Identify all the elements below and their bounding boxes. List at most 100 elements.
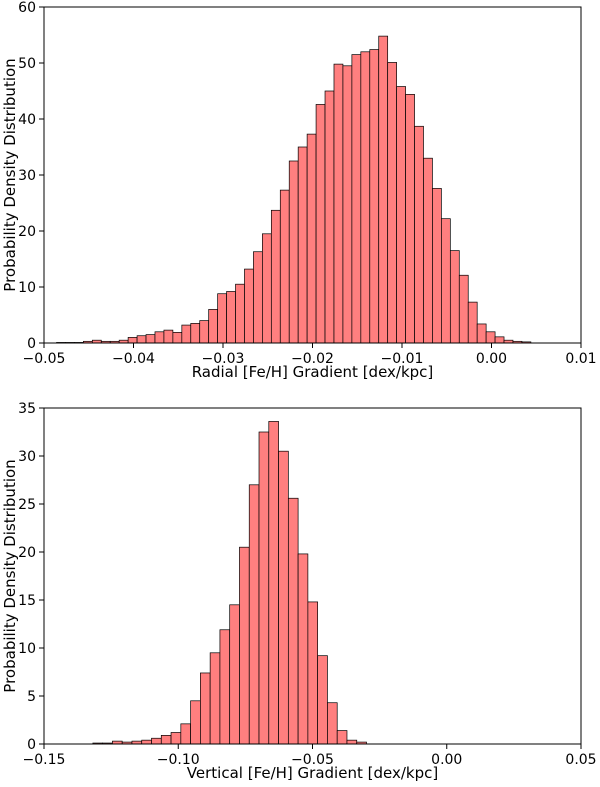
radial-bar xyxy=(405,94,415,344)
radial-bar xyxy=(333,63,344,344)
vertical-bar xyxy=(346,739,358,745)
vertical-y-tick-label: 25 xyxy=(18,497,36,513)
vertical-bar xyxy=(278,450,289,745)
vertical-x-axis-label: Vertical [Fe/H] Gradient [dex/kpc] xyxy=(187,764,438,782)
vertical-bar xyxy=(287,497,299,745)
vertical-bar xyxy=(268,421,279,745)
vertical-bar xyxy=(317,655,328,745)
vertical-x-tick-label: −0.15 xyxy=(23,752,66,768)
vertical-x-tick-label: −0.05 xyxy=(291,752,334,768)
radial-bar xyxy=(297,146,308,344)
radial-y-tick-label: 30 xyxy=(18,168,36,184)
radial-x-tick-label: −0.01 xyxy=(381,351,424,367)
vertical-bars xyxy=(92,421,367,745)
vertical-y-tick-label: 10 xyxy=(18,641,36,657)
radial-y-tick-label: 40 xyxy=(18,112,36,128)
radial-y-tick-label: 50 xyxy=(18,56,36,72)
vertical-bar xyxy=(219,629,231,745)
radial-x-tick-label: −0.03 xyxy=(202,351,245,367)
radial-bar xyxy=(396,86,406,344)
radial-bar xyxy=(181,324,192,344)
radial-y-tick-label: 60 xyxy=(18,0,36,16)
vertical-bar xyxy=(258,431,270,745)
radial-bar xyxy=(235,283,245,344)
radial-y-tick-label: 20 xyxy=(18,224,36,240)
radial-bar xyxy=(423,157,433,344)
radial-bar xyxy=(449,250,460,344)
radial-bar xyxy=(360,51,371,344)
vertical-y-tick-label: 0 xyxy=(27,737,36,753)
radial-bar xyxy=(369,49,380,344)
radial-y-tick-label: 10 xyxy=(18,280,36,296)
vertical-x-tick-label: −0.10 xyxy=(157,752,200,768)
radial-bar xyxy=(315,104,326,344)
radial-bar xyxy=(145,334,156,344)
vertical-bar xyxy=(209,652,221,745)
radial-bar xyxy=(172,332,183,344)
radial-bar xyxy=(378,35,389,344)
vertical-bar xyxy=(248,484,260,745)
radial-bar xyxy=(190,323,201,344)
radial-histogram-panel: −0.05 −0.04 −0.03 −0.02 −0.01 0.00 0.01 0 10 20 30… xyxy=(1,0,597,381)
radial-bar xyxy=(467,301,478,344)
vertical-y-tick-label: 20 xyxy=(18,545,36,561)
radial-x-tick-label: −0.02 xyxy=(291,351,334,367)
radial-bar xyxy=(208,309,218,344)
radial-bar xyxy=(432,188,442,344)
radial-x-tick-label: −0.04 xyxy=(112,351,155,367)
vertical-x-tick-label: 0.05 xyxy=(565,752,596,768)
radial-bar xyxy=(226,291,236,344)
radial-bar xyxy=(494,336,505,344)
radial-bar xyxy=(199,320,210,344)
vertical-bar xyxy=(170,732,182,745)
vertical-bar xyxy=(160,735,172,745)
vertical-y-tick-label: 30 xyxy=(18,449,36,465)
radial-bar xyxy=(270,209,281,344)
radial-bar xyxy=(279,189,290,344)
radial-bar xyxy=(136,335,147,344)
vertical-y-tick-label: 5 xyxy=(27,689,36,705)
radial-bar xyxy=(458,274,469,344)
vertical-bar xyxy=(200,672,211,745)
radial-bar xyxy=(342,65,353,344)
vertical-histogram-panel: −0.15 −0.10 −0.05 0.00 0.05 0 5 10 15 20 25 30 35 Ver… xyxy=(1,401,597,782)
vertical-bar xyxy=(297,553,309,745)
radial-bar xyxy=(288,160,299,344)
radial-x-tick-label: 0.00 xyxy=(476,351,507,367)
radial-y-axis-label: Probability Density Distribution xyxy=(1,58,19,291)
radial-x-tick-label: 0.01 xyxy=(565,351,596,367)
radial-y-tick-label: 0 xyxy=(27,336,36,352)
radial-x-tick-label: −0.05 xyxy=(23,351,66,367)
radial-bar xyxy=(324,90,335,344)
radial-bar xyxy=(253,251,263,344)
vertical-bar xyxy=(141,739,152,745)
vertical-y-tick-label: 35 xyxy=(18,401,36,417)
radial-x-axis-label: Radial [Fe/H] Gradient [dex/kpc] xyxy=(192,363,434,381)
radial-bar xyxy=(306,133,317,344)
vertical-bar xyxy=(180,723,191,745)
radial-bar xyxy=(476,323,487,344)
vertical-bar xyxy=(239,546,250,745)
radial-bar xyxy=(154,331,165,344)
vertical-y-tick-label: 15 xyxy=(18,593,36,609)
radial-bar xyxy=(351,54,362,344)
vertical-bar xyxy=(229,604,240,745)
radial-bar xyxy=(441,218,451,344)
radial-bar xyxy=(414,125,424,344)
radial-bar xyxy=(485,331,496,344)
vertical-x-tick-label: 0.00 xyxy=(431,752,462,768)
radial-bar xyxy=(217,293,227,344)
vertical-bar xyxy=(327,702,338,745)
radial-bar xyxy=(244,268,254,344)
radial-bars xyxy=(56,35,532,344)
radial-bar xyxy=(387,62,397,344)
radial-bar xyxy=(262,233,272,344)
radial-bar xyxy=(127,337,138,344)
vertical-y-axis-label: Probability Density Distribution xyxy=(1,459,19,692)
radial-bar xyxy=(163,329,174,344)
vertical-bar xyxy=(307,601,319,745)
vertical-bar xyxy=(336,730,348,745)
vertical-bar xyxy=(190,700,201,745)
vertical-bar xyxy=(151,737,162,745)
